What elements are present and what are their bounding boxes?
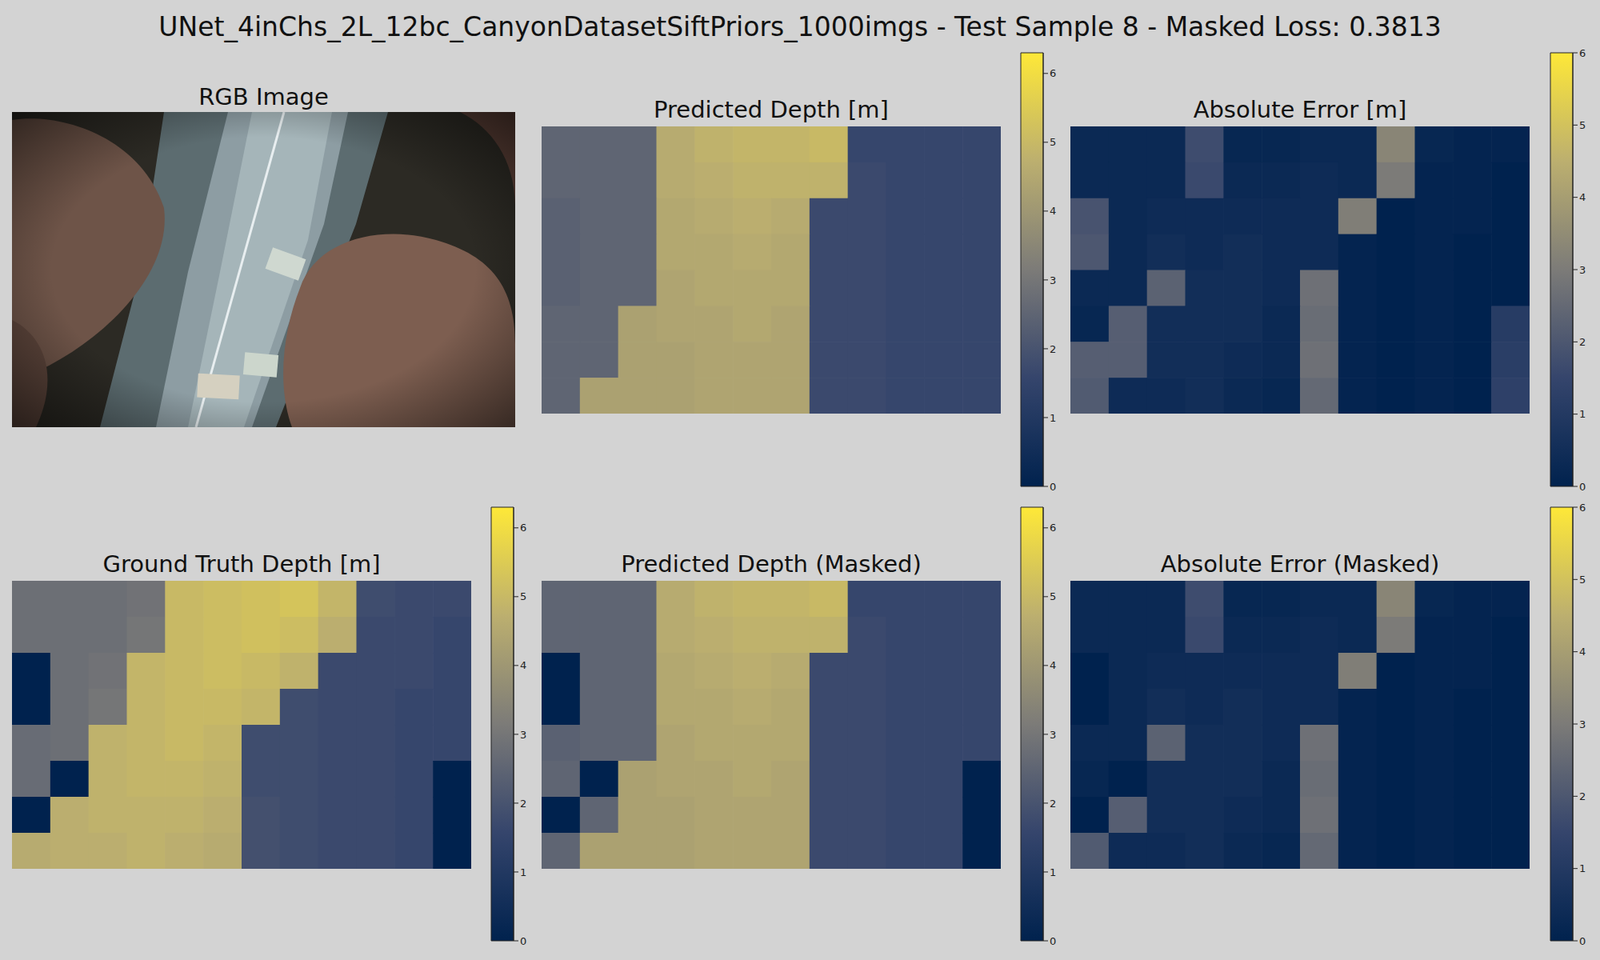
svg-text:4: 4 bbox=[1049, 204, 1056, 217]
svg-text:1: 1 bbox=[520, 866, 527, 879]
svg-text:0: 0 bbox=[1049, 935, 1056, 948]
svg-text:5: 5 bbox=[1579, 119, 1586, 132]
svg-text:0: 0 bbox=[1049, 480, 1056, 493]
svg-text:6: 6 bbox=[1579, 501, 1586, 514]
svg-text:3: 3 bbox=[1049, 274, 1056, 287]
svg-text:6: 6 bbox=[520, 521, 527, 534]
html-text:UNet_4inChs_2L_12bc_CanyonData: UNet_4inChs_2L_12bc_CanyonDatasetSiftPri… bbox=[158, 11, 1442, 43]
svg-text:2: 2 bbox=[520, 797, 527, 810]
html-text:RGB Image: RGB Image bbox=[198, 83, 329, 111]
svg-text:4: 4 bbox=[1579, 191, 1586, 204]
html-text:Ground Truth Depth [m]: Ground Truth Depth [m] bbox=[102, 550, 381, 578]
svg-text:0: 0 bbox=[1579, 935, 1586, 948]
svg-text:5: 5 bbox=[1049, 590, 1056, 603]
svg-text:4: 4 bbox=[1579, 645, 1586, 658]
svg-text:1: 1 bbox=[1049, 412, 1056, 424]
svg-text:6: 6 bbox=[1579, 47, 1586, 60]
svg-text:5: 5 bbox=[1579, 573, 1586, 586]
svg-text:6: 6 bbox=[1049, 67, 1056, 80]
html-text:Predicted Depth [m]: Predicted Depth [m] bbox=[653, 96, 889, 124]
svg-text:2: 2 bbox=[1579, 336, 1586, 348]
svg-text:4: 4 bbox=[1049, 659, 1056, 672]
svg-text:3: 3 bbox=[1579, 718, 1586, 731]
svg-text:4: 4 bbox=[520, 659, 527, 672]
html-text:Absolute Error [m]: Absolute Error [m] bbox=[1193, 96, 1407, 124]
svg-text:1: 1 bbox=[1579, 408, 1586, 420]
html-text:Absolute Error (Masked): Absolute Error (Masked) bbox=[1160, 550, 1440, 578]
svg-text:6: 6 bbox=[1049, 521, 1056, 534]
svg-text:3: 3 bbox=[1049, 728, 1056, 741]
svg-text:0: 0 bbox=[520, 935, 527, 948]
svg-text:3: 3 bbox=[1579, 264, 1586, 276]
svg-text:2: 2 bbox=[1049, 797, 1056, 810]
html-text:Predicted Depth (Masked): Predicted Depth (Masked) bbox=[621, 550, 922, 578]
svg-text:1: 1 bbox=[1049, 866, 1056, 879]
svg-text:2: 2 bbox=[1049, 343, 1056, 356]
svg-text:5: 5 bbox=[520, 590, 527, 603]
svg-text:5: 5 bbox=[1049, 136, 1056, 148]
svg-text:0: 0 bbox=[1579, 480, 1586, 493]
svg-text:1: 1 bbox=[1579, 862, 1586, 875]
svg-text:2: 2 bbox=[1579, 790, 1586, 803]
svg-text:3: 3 bbox=[520, 728, 527, 741]
